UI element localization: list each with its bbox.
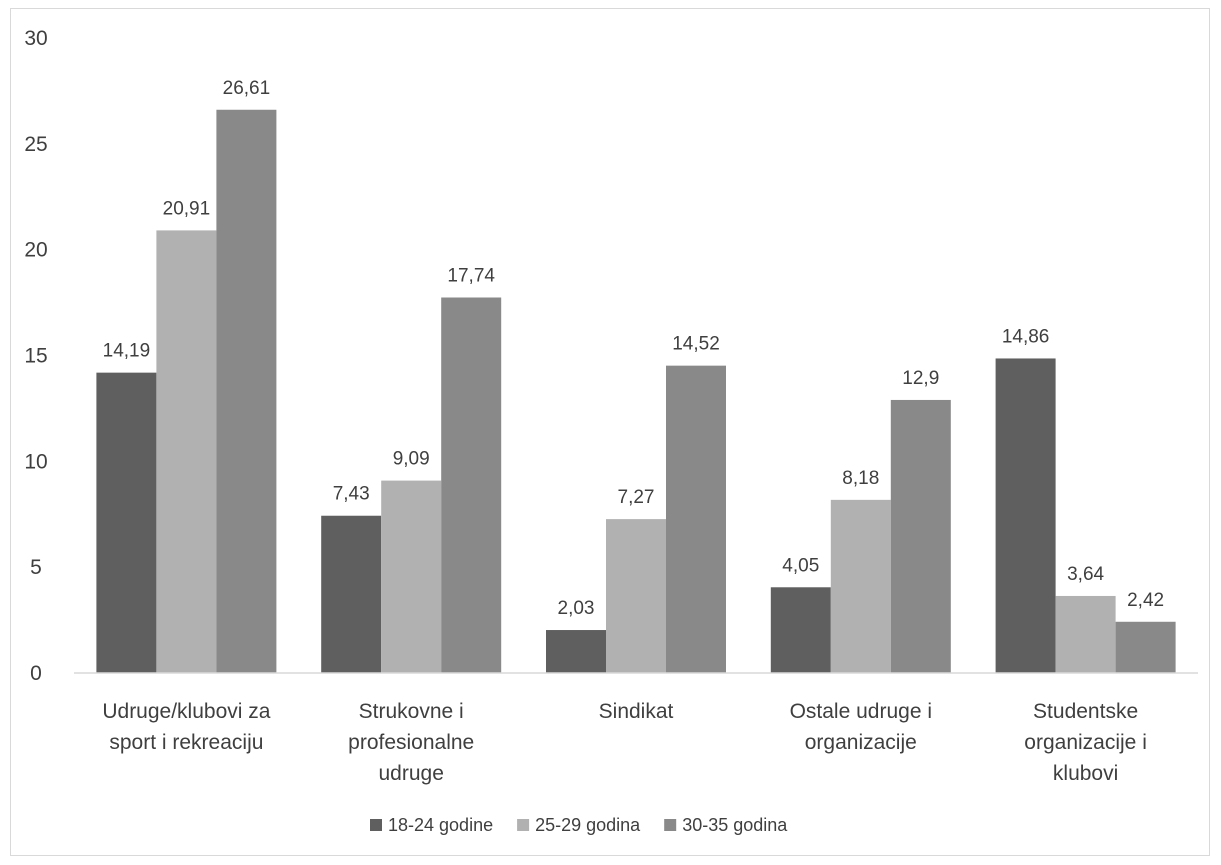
- data-label-series1-cat0: 20,91: [163, 198, 211, 219]
- data-label-series1-cat3: 8,18: [842, 468, 879, 489]
- data-label-series0-cat1: 7,43: [333, 484, 370, 505]
- y-tick-label-3: 15: [24, 345, 47, 368]
- category-label-2-line-0: Sindikat: [599, 700, 674, 723]
- category-label-4-line-0: Studentske: [1033, 700, 1138, 723]
- bar-series0-cat3: [770, 587, 831, 673]
- category-label-3-line-1: organizacije: [805, 731, 917, 754]
- bar-series1-cat4: [1055, 595, 1116, 673]
- data-label-series0-cat2: 2,03: [558, 598, 595, 619]
- bars: [96, 109, 1176, 673]
- bar-series1-cat1: [381, 480, 442, 673]
- bar-series1-cat0: [156, 230, 217, 673]
- category-label-0-line-0: Udruge/klubovi za: [102, 700, 270, 723]
- bar-series2-cat1: [441, 297, 502, 673]
- legend-swatch-0: [370, 819, 382, 831]
- bar-series0-cat2: [546, 630, 606, 673]
- category-label-3: Ostale udruge i organizacije: [790, 700, 932, 754]
- data-labels: 14,19 20,91 26,61 7,43 9,09 17,74 2,03 7,27 14,5…: [103, 78, 1164, 619]
- data-label-series1-cat2: 7,27: [618, 487, 655, 508]
- bar-series1-cat3: [830, 499, 891, 673]
- data-label-series0-cat4: 14,86: [1002, 326, 1050, 347]
- bar-series1-cat2: [606, 519, 666, 673]
- y-tick-label-5: 25: [24, 133, 47, 156]
- y-tick-label-6: 30: [24, 27, 47, 50]
- category-label-0: Udruge/klubovi za sport i rekreaciju: [102, 700, 270, 754]
- y-tick-label-1: 5: [30, 556, 42, 579]
- data-label-series1-cat4: 3,64: [1067, 564, 1104, 585]
- data-label-series2-cat2: 14,52: [672, 334, 720, 355]
- category-label-1-line-2: udruge: [379, 762, 444, 785]
- bar-series0-cat0: [96, 372, 157, 673]
- data-label-series1-cat1: 9,09: [393, 449, 430, 470]
- category-label-0-line-1: sport i rekreaciju: [109, 731, 263, 754]
- category-label-1-line-0: Strukovne i: [359, 700, 464, 723]
- legend-label-2: 30-35 godina: [682, 815, 788, 835]
- data-label-series2-cat0: 26,61: [223, 78, 271, 99]
- data-label-series2-cat4: 2,42: [1127, 590, 1164, 611]
- data-label-series2-cat1: 17,74: [447, 266, 495, 287]
- bar-series2-cat0: [216, 109, 277, 673]
- category-label-1-line-1: profesionalne: [348, 731, 474, 754]
- category-label-4-line-2: klubovi: [1053, 762, 1118, 785]
- legend-swatch-1: [517, 819, 530, 831]
- bar-series2-cat3: [890, 399, 951, 673]
- bar-series2-cat2: [666, 365, 726, 673]
- legend-label-1: 25-29 godina: [535, 815, 641, 835]
- category-label-4-line-1: organizacije i: [1024, 731, 1147, 754]
- bar-series0-cat4: [995, 358, 1056, 673]
- legend: 18-24 godine 25-29 godina 30-35 godina: [370, 815, 788, 835]
- legend-swatch-2: [664, 819, 677, 831]
- category-label-1: Strukovne i profesionalne udruge: [348, 700, 474, 785]
- legend-label-0: 18-24 godine: [388, 815, 493, 835]
- category-labels: Udruge/klubovi za sport i rekreaciju Struk…: [102, 700, 1147, 785]
- category-label-3-line-0: Ostale udruge i: [790, 700, 932, 723]
- y-tick-label-4: 20: [24, 239, 47, 262]
- bar-series0-cat1: [321, 515, 382, 673]
- data-label-series0-cat3: 4,05: [782, 555, 819, 576]
- y-tick-label-2: 10: [24, 450, 47, 473]
- category-label-2: Sindikat: [599, 700, 674, 723]
- category-label-4: Studentske organizacije i klubovi: [1024, 700, 1147, 785]
- y-tick-label-0: 0: [30, 662, 42, 685]
- bar-series2-cat4: [1115, 621, 1176, 673]
- data-label-series2-cat3: 12,9: [902, 368, 939, 389]
- y-axis-tick-labels: 0 5 10 15 20 25 30: [24, 27, 47, 685]
- data-label-series0-cat0: 14,19: [103, 341, 151, 362]
